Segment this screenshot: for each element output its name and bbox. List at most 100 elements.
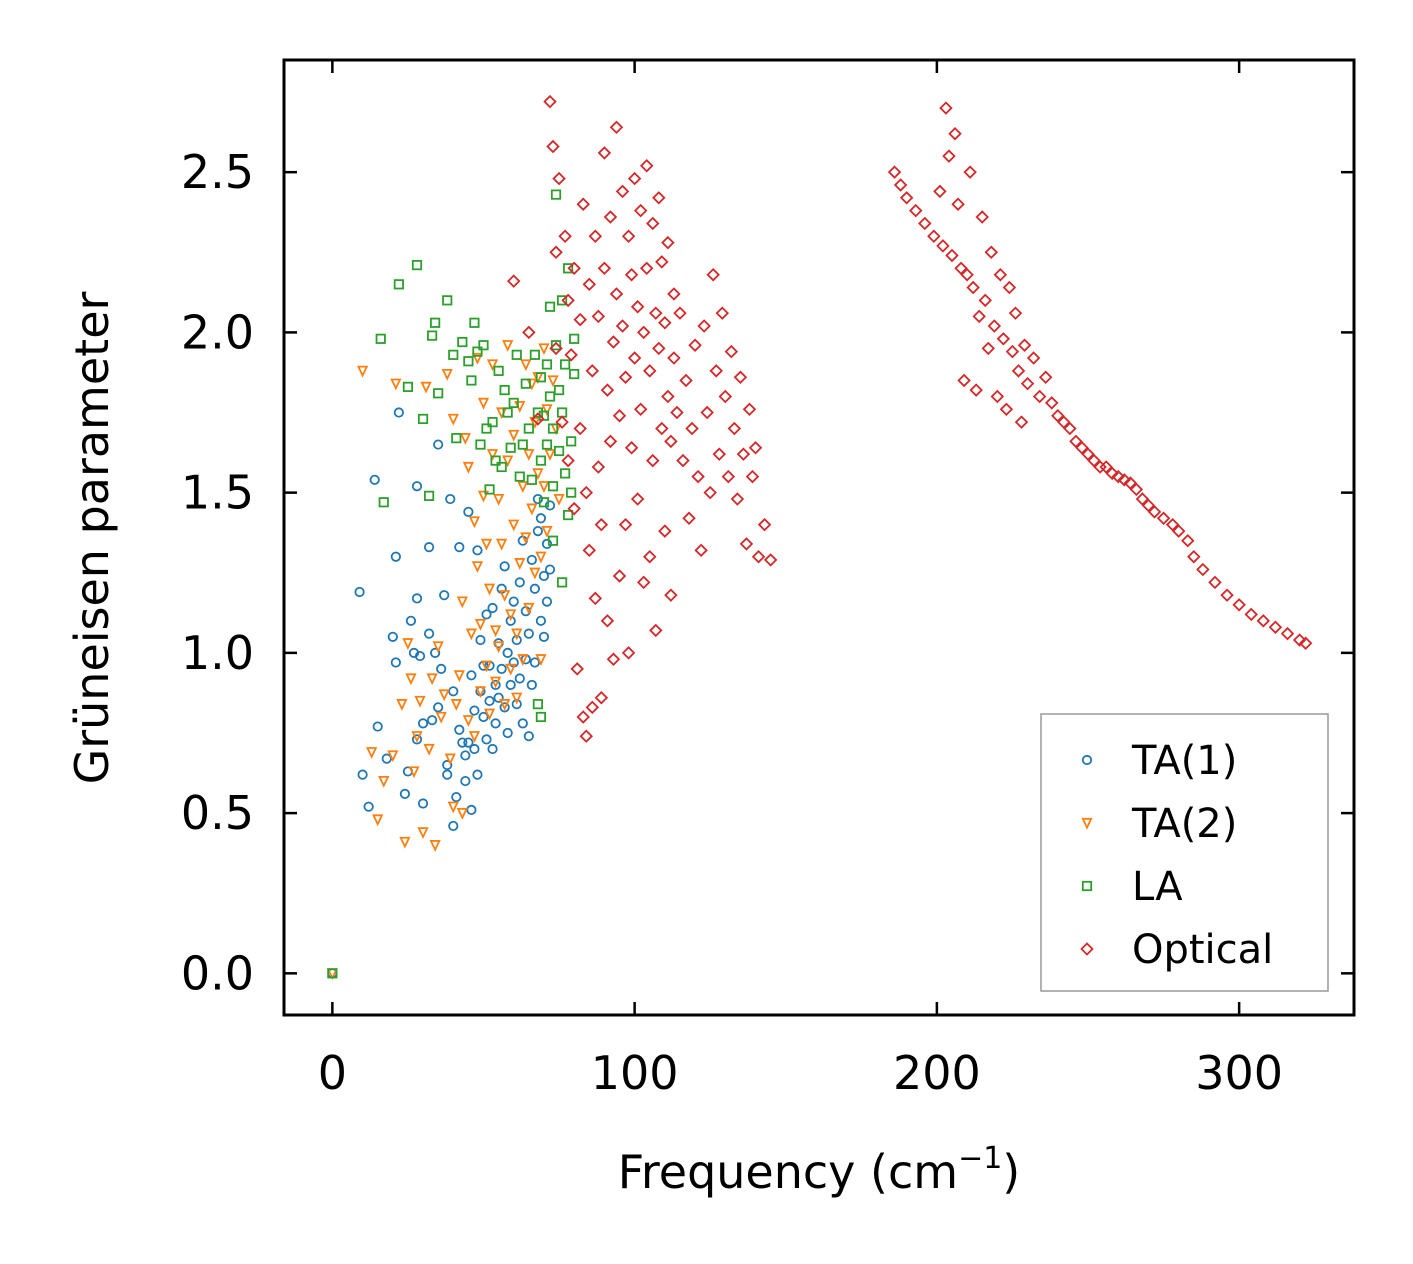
data-point-la xyxy=(547,423,559,434)
data-point-ta-1 xyxy=(451,791,462,803)
data-point-optical xyxy=(664,588,678,602)
data-point-optical xyxy=(646,453,660,468)
data-point-ta-1 xyxy=(499,561,510,572)
data-point-ta-2 xyxy=(480,538,493,551)
data-point-ta-2 xyxy=(420,381,432,394)
data-point-optical xyxy=(1232,598,1246,612)
data-point-optical xyxy=(899,191,914,205)
data-point-ta-1 xyxy=(478,711,489,723)
data-point-ta-1 xyxy=(381,753,392,764)
data-point-optical xyxy=(558,229,572,243)
data-point-optical xyxy=(618,370,633,384)
data-point-ta-1 xyxy=(357,769,368,780)
data-point-la xyxy=(466,375,477,386)
data-point-ta-2 xyxy=(492,641,505,654)
data-point-ta-1 xyxy=(535,615,547,626)
data-point-la xyxy=(553,384,565,396)
data-point-optical xyxy=(1105,466,1119,481)
data-point-ta-1 xyxy=(475,634,486,646)
data-point-ta-1 xyxy=(481,609,492,620)
data-point-ta-1 xyxy=(463,737,474,748)
legend-label-ta-1: TA(1) xyxy=(1131,738,1237,784)
data-point-optical xyxy=(951,197,965,211)
data-point-la xyxy=(493,365,504,376)
data-point-optical xyxy=(606,335,621,349)
data-point-ta-1 xyxy=(423,628,435,639)
data-point-la xyxy=(499,384,510,396)
data-point-optical xyxy=(612,569,627,583)
data-point-optical xyxy=(664,434,678,449)
data-point-optical xyxy=(703,485,717,500)
data-point-optical xyxy=(621,229,636,243)
y-tick-label: 2.0 xyxy=(181,305,254,359)
data-point-ta-1 xyxy=(517,718,528,729)
data-point-la xyxy=(496,461,507,473)
data-point-optical xyxy=(945,248,959,263)
data-point-optical xyxy=(633,203,648,218)
data-point-optical xyxy=(603,434,618,449)
data-point-optical xyxy=(972,309,986,324)
data-point-optical xyxy=(957,373,971,388)
legend-label-optical: Optical xyxy=(1132,927,1273,973)
data-point-optical xyxy=(582,543,597,558)
data-point-optical xyxy=(624,267,639,282)
data-point-optical xyxy=(636,325,651,340)
data-point-optical xyxy=(546,139,560,154)
data-point-ta-2 xyxy=(390,378,402,391)
data-point-optical xyxy=(1181,533,1195,548)
data-point-la xyxy=(556,577,568,588)
series-ta-2 xyxy=(326,340,565,981)
data-point-ta-2 xyxy=(544,449,556,461)
data-point-ta-2 xyxy=(480,660,493,673)
data-point-optical xyxy=(522,325,536,340)
data-point-optical xyxy=(627,351,642,365)
data-point-optical xyxy=(1057,415,1071,429)
data-point-ta-2 xyxy=(499,590,511,602)
data-point-ta-1 xyxy=(493,692,504,703)
data-point-ta-1 xyxy=(454,724,465,735)
data-point-optical xyxy=(594,691,609,705)
data-point-ta-2 xyxy=(489,676,502,689)
data-point-optical xyxy=(918,216,932,231)
x-axis-label-main: Frequency (cm xyxy=(618,1145,958,1199)
data-point-ta-1 xyxy=(442,769,453,780)
data-point-optical xyxy=(661,235,675,250)
data-point-ta-2 xyxy=(450,699,462,711)
data-point-optical xyxy=(564,348,578,362)
data-point-ta-2 xyxy=(496,407,508,420)
data-point-la xyxy=(411,260,423,271)
data-point-ta-1 xyxy=(496,663,507,674)
data-point-ta-2 xyxy=(535,654,547,666)
data-point-ta-2 xyxy=(465,628,478,641)
data-point-la xyxy=(566,436,577,447)
data-point-optical xyxy=(594,517,609,532)
data-point-optical xyxy=(573,312,587,327)
data-point-optical xyxy=(603,210,618,224)
data-point-la xyxy=(502,407,513,418)
data-point-optical xyxy=(1135,492,1150,506)
data-point-optical xyxy=(1156,511,1171,526)
data-point-optical xyxy=(1111,469,1125,484)
data-point-ta-2 xyxy=(438,689,450,702)
data-point-optical xyxy=(682,511,696,526)
markers-layer xyxy=(326,94,1313,981)
data-point-optical xyxy=(1011,364,1026,378)
data-point-la xyxy=(550,340,562,351)
data-point-optical xyxy=(655,255,669,269)
data-point-ta-1 xyxy=(490,679,501,691)
data-point-optical xyxy=(936,239,950,253)
data-point-la xyxy=(508,397,519,409)
data-point-la xyxy=(327,968,338,979)
data-point-ta-2 xyxy=(523,602,535,615)
data-point-la xyxy=(511,349,522,360)
data-point-ta-1 xyxy=(463,506,474,517)
data-point-optical xyxy=(627,171,642,186)
data-point-ta-2 xyxy=(408,766,420,779)
data-point-optical xyxy=(567,501,581,516)
data-point-ta-1 xyxy=(460,775,471,787)
data-point-la xyxy=(472,346,483,357)
data-point-optical xyxy=(1008,306,1023,320)
data-point-optical xyxy=(582,277,597,292)
data-point-optical xyxy=(1165,517,1180,532)
data-point-ta-2 xyxy=(508,519,520,532)
